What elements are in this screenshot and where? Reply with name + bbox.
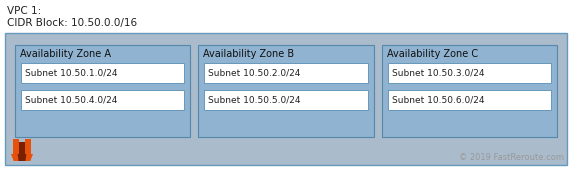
Text: Subnet 10.50.5.0/24: Subnet 10.50.5.0/24 bbox=[209, 95, 301, 104]
FancyBboxPatch shape bbox=[21, 63, 185, 83]
FancyBboxPatch shape bbox=[5, 33, 567, 165]
Text: CIDR Block: 10.50.0.0/16: CIDR Block: 10.50.0.0/16 bbox=[7, 18, 137, 28]
Text: © 2019 FastReroute.com: © 2019 FastReroute.com bbox=[459, 153, 564, 162]
FancyBboxPatch shape bbox=[205, 90, 368, 110]
FancyBboxPatch shape bbox=[198, 45, 374, 137]
Text: Subnet 10.50.3.0/24: Subnet 10.50.3.0/24 bbox=[392, 69, 484, 78]
Polygon shape bbox=[25, 139, 31, 154]
Text: Availability Zone B: Availability Zone B bbox=[203, 49, 295, 59]
Text: Subnet 10.50.1.0/24: Subnet 10.50.1.0/24 bbox=[25, 69, 117, 78]
Polygon shape bbox=[13, 139, 19, 154]
Polygon shape bbox=[11, 154, 33, 161]
Text: Subnet 10.50.4.0/24: Subnet 10.50.4.0/24 bbox=[25, 95, 117, 104]
FancyBboxPatch shape bbox=[388, 90, 551, 110]
Polygon shape bbox=[18, 154, 26, 161]
Text: VPC 1:: VPC 1: bbox=[7, 6, 41, 16]
FancyBboxPatch shape bbox=[205, 63, 368, 83]
FancyBboxPatch shape bbox=[388, 63, 551, 83]
Text: Subnet 10.50.2.0/24: Subnet 10.50.2.0/24 bbox=[209, 69, 301, 78]
FancyBboxPatch shape bbox=[382, 45, 557, 137]
Text: Subnet 10.50.6.0/24: Subnet 10.50.6.0/24 bbox=[392, 95, 484, 104]
FancyBboxPatch shape bbox=[21, 90, 185, 110]
Polygon shape bbox=[19, 142, 25, 154]
FancyBboxPatch shape bbox=[15, 45, 190, 137]
Text: Availability Zone C: Availability Zone C bbox=[387, 49, 478, 59]
Text: Availability Zone A: Availability Zone A bbox=[20, 49, 111, 59]
